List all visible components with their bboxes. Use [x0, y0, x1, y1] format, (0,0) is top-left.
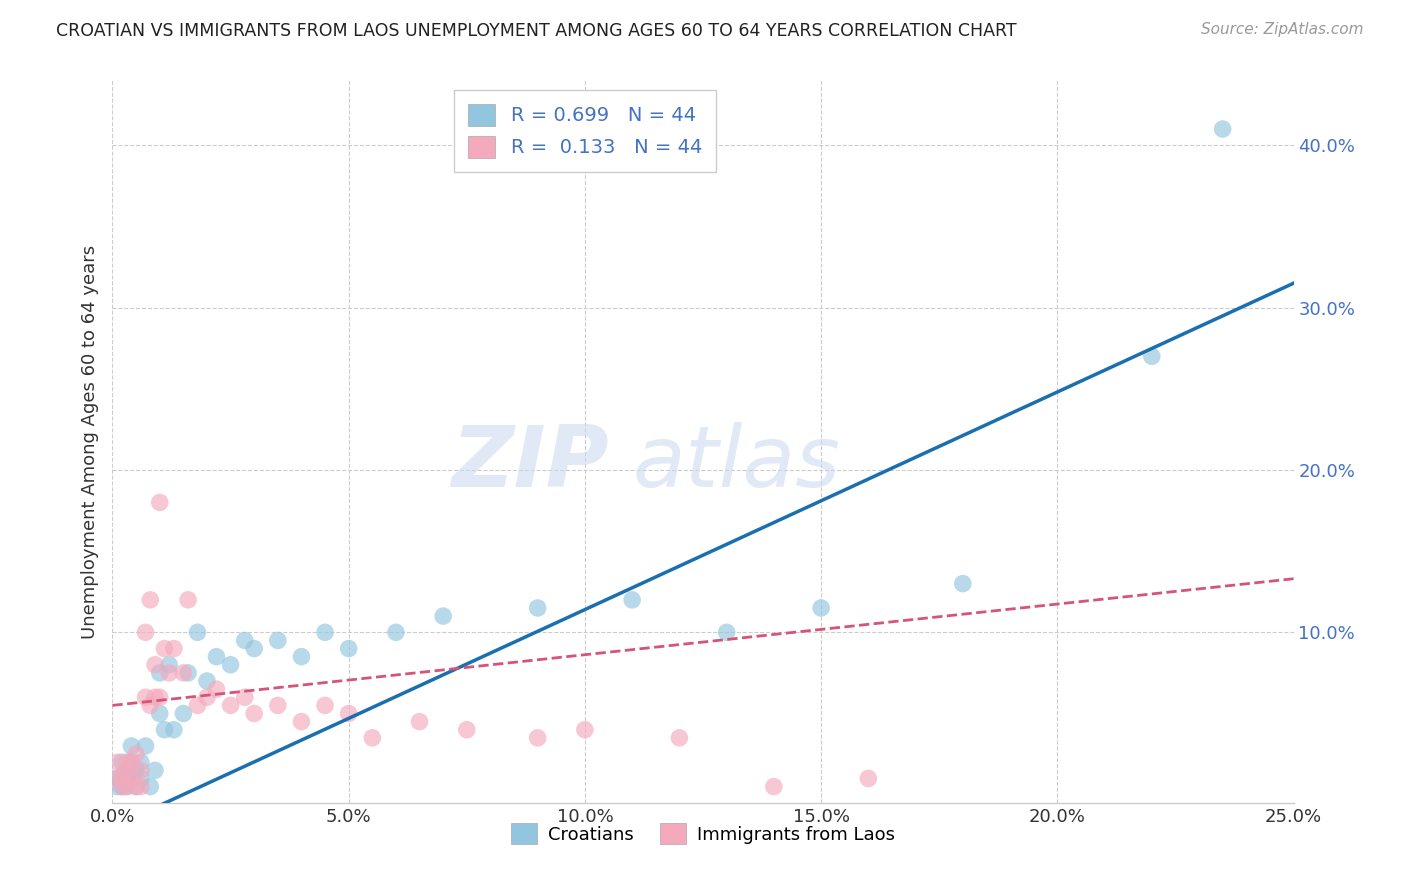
Point: [143, 764, 166, 778]
Point: [111, 772, 134, 786]
Point: [129, 755, 152, 769]
Point: [120, 755, 142, 769]
Point: [361, 731, 384, 745]
Point: [186, 625, 208, 640]
Point: [105, 772, 128, 786]
Y-axis label: Unemployment Among Ages 60 to 64 years: Unemployment Among Ages 60 to 64 years: [80, 244, 98, 639]
Point: [120, 755, 142, 769]
Point: [111, 780, 134, 794]
Point: [120, 772, 142, 786]
Point: [205, 682, 228, 697]
Point: [135, 625, 157, 640]
Point: [408, 714, 430, 729]
Point: [153, 641, 176, 656]
Point: [195, 673, 218, 688]
Point: [952, 576, 974, 591]
Point: [716, 625, 738, 640]
Point: [762, 780, 785, 794]
Text: ZIP: ZIP: [451, 422, 609, 505]
Point: [105, 772, 128, 786]
Point: [177, 665, 200, 680]
Point: [172, 665, 194, 680]
Point: [129, 772, 152, 786]
Point: [205, 649, 228, 664]
Point: [115, 780, 138, 794]
Text: Source: ZipAtlas.com: Source: ZipAtlas.com: [1201, 22, 1364, 37]
Point: [337, 706, 360, 721]
Point: [668, 731, 690, 745]
Point: [120, 772, 142, 786]
Point: [153, 723, 176, 737]
Point: [337, 641, 360, 656]
Text: atlas: atlas: [633, 422, 841, 505]
Point: [125, 780, 148, 794]
Point: [139, 592, 162, 607]
Point: [432, 609, 454, 624]
Point: [1212, 122, 1234, 136]
Point: [858, 772, 880, 786]
Point: [129, 764, 152, 778]
Point: [314, 625, 336, 640]
Point: [105, 755, 128, 769]
Point: [526, 731, 548, 745]
Point: [219, 657, 242, 672]
Point: [810, 601, 832, 615]
Point: [314, 698, 336, 713]
Point: [456, 723, 478, 737]
Legend: Croatians, Immigrants from Laos: Croatians, Immigrants from Laos: [505, 816, 901, 852]
Point: [233, 633, 256, 648]
Point: [105, 780, 128, 794]
Point: [157, 657, 180, 672]
Point: [125, 747, 148, 761]
Point: [621, 592, 644, 607]
Point: [115, 764, 138, 778]
Point: [526, 601, 548, 615]
Point: [139, 698, 162, 713]
Point: [125, 764, 148, 778]
Point: [163, 723, 186, 737]
Point: [149, 495, 172, 509]
Point: [177, 592, 200, 607]
Point: [115, 755, 138, 769]
Point: [1140, 349, 1163, 363]
Point: [149, 690, 172, 705]
Point: [172, 706, 194, 721]
Point: [195, 690, 218, 705]
Point: [385, 625, 408, 640]
Point: [574, 723, 596, 737]
Point: [143, 690, 166, 705]
Point: [267, 698, 290, 713]
Text: CROATIAN VS IMMIGRANTS FROM LAOS UNEMPLOYMENT AMONG AGES 60 TO 64 YEARS CORRELAT: CROATIAN VS IMMIGRANTS FROM LAOS UNEMPLO…: [56, 22, 1017, 40]
Point: [233, 690, 256, 705]
Point: [135, 690, 157, 705]
Point: [157, 665, 180, 680]
Point: [243, 706, 266, 721]
Point: [149, 665, 172, 680]
Point: [219, 698, 242, 713]
Point: [149, 706, 172, 721]
Point: [120, 739, 142, 753]
Point: [115, 764, 138, 778]
Point: [243, 641, 266, 656]
Point: [290, 714, 312, 729]
Point: [267, 633, 290, 648]
Point: [163, 641, 186, 656]
Point: [129, 780, 152, 794]
Point: [186, 698, 208, 713]
Point: [290, 649, 312, 664]
Point: [115, 780, 138, 794]
Point: [111, 755, 134, 769]
Point: [135, 739, 157, 753]
Point: [125, 780, 148, 794]
Point: [115, 772, 138, 786]
Point: [143, 657, 166, 672]
Point: [111, 772, 134, 786]
Point: [111, 780, 134, 794]
Point: [139, 780, 162, 794]
